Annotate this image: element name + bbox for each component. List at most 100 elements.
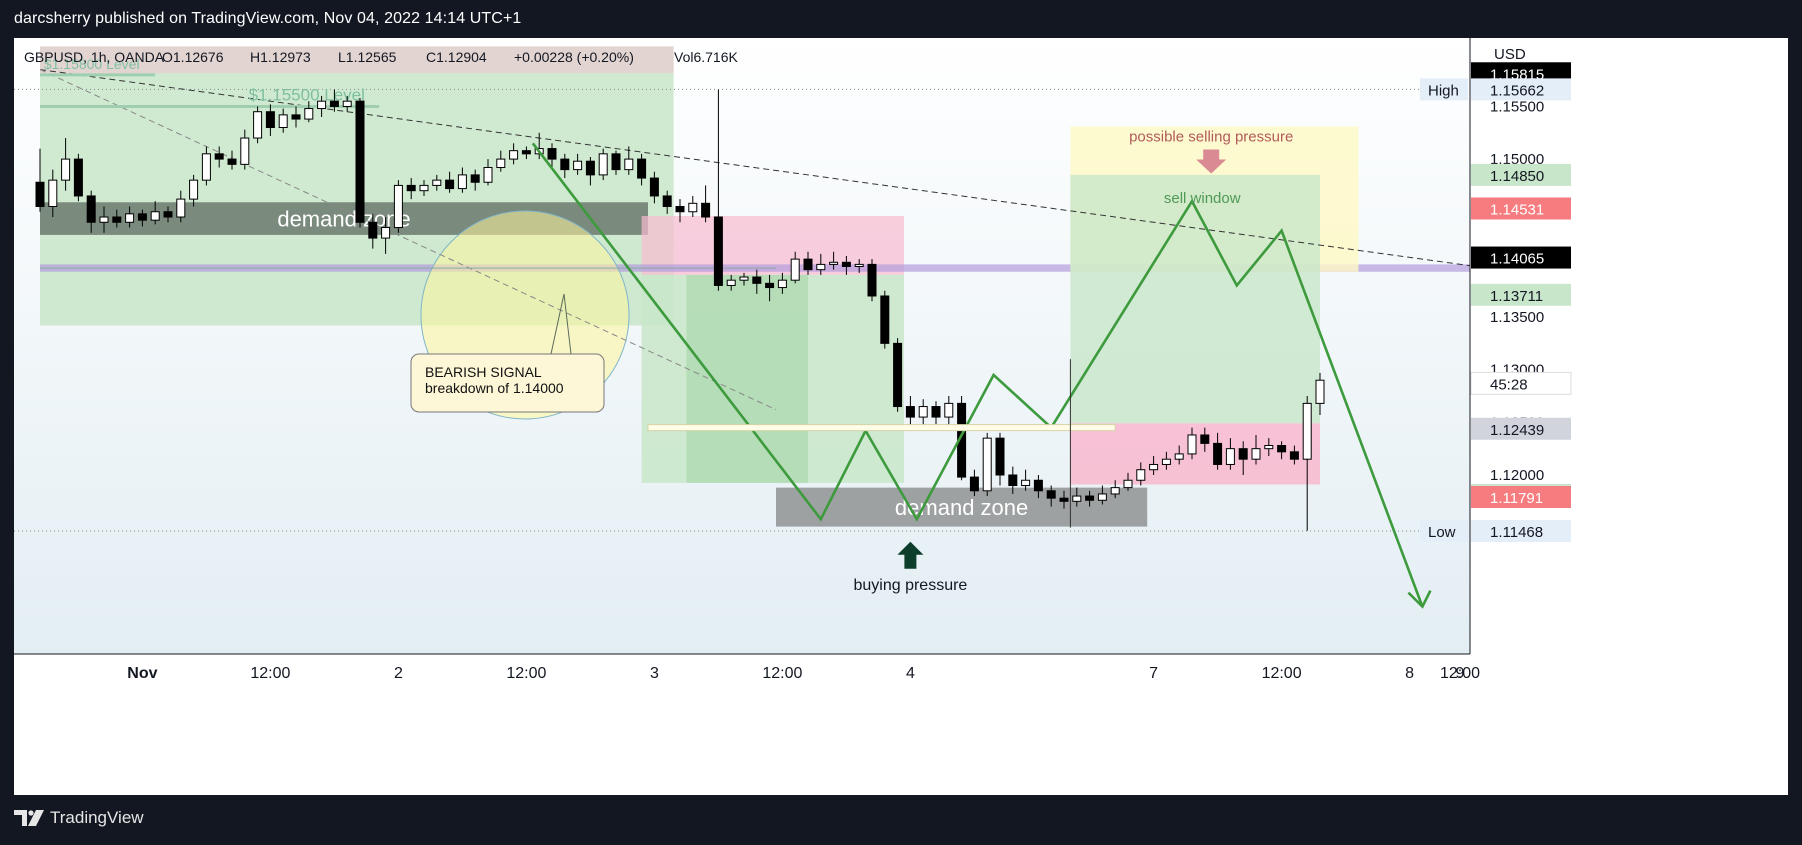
candle-down <box>752 276 762 284</box>
wave-projection <box>531 142 1424 608</box>
candle-down <box>995 437 1005 476</box>
symbol-info-5: +0.00228 (+0.20%) <box>514 49 634 65</box>
symbol-info-3: L1.12565 <box>338 49 397 65</box>
tradingview-brand: TradingView <box>50 808 144 827</box>
candle-up <box>1174 453 1184 460</box>
level-label-1: $1.15500 Level <box>249 85 365 104</box>
candle-down <box>637 158 647 179</box>
candle-down <box>1289 451 1299 460</box>
buying-pressure-label: buying pressure <box>853 577 967 594</box>
candle-up <box>573 160 583 171</box>
candle-up <box>982 437 992 492</box>
price-tag-label: 45:28 <box>1490 376 1528 393</box>
candle-down <box>880 295 890 344</box>
x-tick-label: 12:00 <box>762 665 802 682</box>
selling-pressure-label: possible selling pressure <box>1129 129 1293 146</box>
candle-up <box>253 111 263 139</box>
candle-down <box>73 158 83 197</box>
price-tag-label: 1.12439 <box>1490 422 1544 439</box>
candle-up <box>61 158 71 181</box>
symbol-info-1: O1.12676 <box>162 49 224 65</box>
candle-down <box>521 150 531 155</box>
x-tick-label: 9 <box>1456 665 1465 682</box>
candle-down <box>662 195 672 207</box>
candle-down <box>86 195 96 223</box>
price-tag <box>1470 371 1572 395</box>
candle-down <box>560 158 570 171</box>
x-tick-label: 12:00 <box>250 665 290 682</box>
price-tag <box>1471 197 1571 220</box>
price-tag <box>1471 246 1571 269</box>
candle-up <box>509 150 519 160</box>
candle-up <box>48 179 58 207</box>
candle-down <box>1046 490 1056 499</box>
side-tag <box>1420 78 1468 101</box>
candle-up <box>1187 434 1197 455</box>
candle-up <box>1021 479 1031 487</box>
candle-down <box>137 213 147 221</box>
candle-up <box>1136 469 1146 481</box>
candle-down <box>368 221 378 239</box>
candle-down <box>1277 445 1287 453</box>
x-tick-label: 8 <box>1405 665 1414 682</box>
price-tag-label: 1.14065 <box>1490 251 1544 268</box>
candle-down <box>163 211 173 218</box>
side-tag <box>1420 520 1468 543</box>
y-tick-label: 1.15500 <box>1490 98 1544 115</box>
candle-up <box>944 402 954 418</box>
candle-up <box>598 153 608 176</box>
x-tick-label: 12:00 <box>1262 665 1302 682</box>
candle-up <box>1251 448 1261 460</box>
candle-down <box>713 216 723 286</box>
candle-up <box>317 100 327 110</box>
candle-down <box>1085 495 1095 501</box>
candle-down <box>765 282 775 289</box>
candle-down <box>470 174 480 183</box>
candle-down <box>112 216 122 223</box>
candle-down <box>329 100 339 107</box>
x-tick-label: 7 <box>1149 665 1158 682</box>
candle-up <box>150 211 160 221</box>
candles-layer <box>35 89 1325 531</box>
candle-up <box>1097 493 1107 501</box>
x-tick-label: Nov <box>127 665 157 682</box>
candle-up <box>483 167 493 183</box>
selling-pressure-arrow-icon <box>1196 149 1227 174</box>
zone-10 <box>776 487 1148 527</box>
candle-down <box>1213 442 1223 465</box>
trendline-1 <box>39 69 777 411</box>
wave-arrowhead <box>1407 590 1432 609</box>
x-tick-label: 12:00 <box>1440 665 1480 682</box>
candle-down <box>1200 434 1210 444</box>
candle-up <box>304 108 314 120</box>
y-tick-label: 1.13500 <box>1490 309 1544 326</box>
candle-down <box>355 100 365 223</box>
candle-down <box>969 476 979 492</box>
candle-up <box>99 216 109 223</box>
candle-up <box>1123 479 1133 489</box>
candle-up <box>457 174 467 190</box>
price-tag <box>1471 417 1571 440</box>
candle-up <box>1315 379 1325 404</box>
price-tag <box>1471 163 1571 186</box>
candle-up <box>790 258 800 281</box>
candle-down <box>611 153 621 171</box>
level-label-0: $1.15800 Level <box>44 56 140 72</box>
callout-pointer <box>563 293 572 355</box>
zone-8 <box>1070 174 1320 424</box>
candle-up <box>726 279 736 286</box>
chart-area[interactable]: demand zone demand zone $1.15800 Level $1.1… <box>14 38 1788 795</box>
price-tag-label: 1.11468 <box>1490 524 1543 541</box>
price-tag-label: 1.15662 <box>1490 82 1544 99</box>
side-tag-label: High <box>1428 82 1459 99</box>
candle-up <box>816 263 826 271</box>
candle-down <box>35 181 45 207</box>
price-tag <box>1471 485 1571 508</box>
candle-down <box>227 158 237 165</box>
candle-up <box>1264 445 1274 450</box>
candle-up <box>496 158 506 169</box>
candle-down <box>585 160 595 176</box>
candle-down <box>265 111 275 129</box>
callout-line-0: BEARISH SIGNAL <box>425 364 542 380</box>
